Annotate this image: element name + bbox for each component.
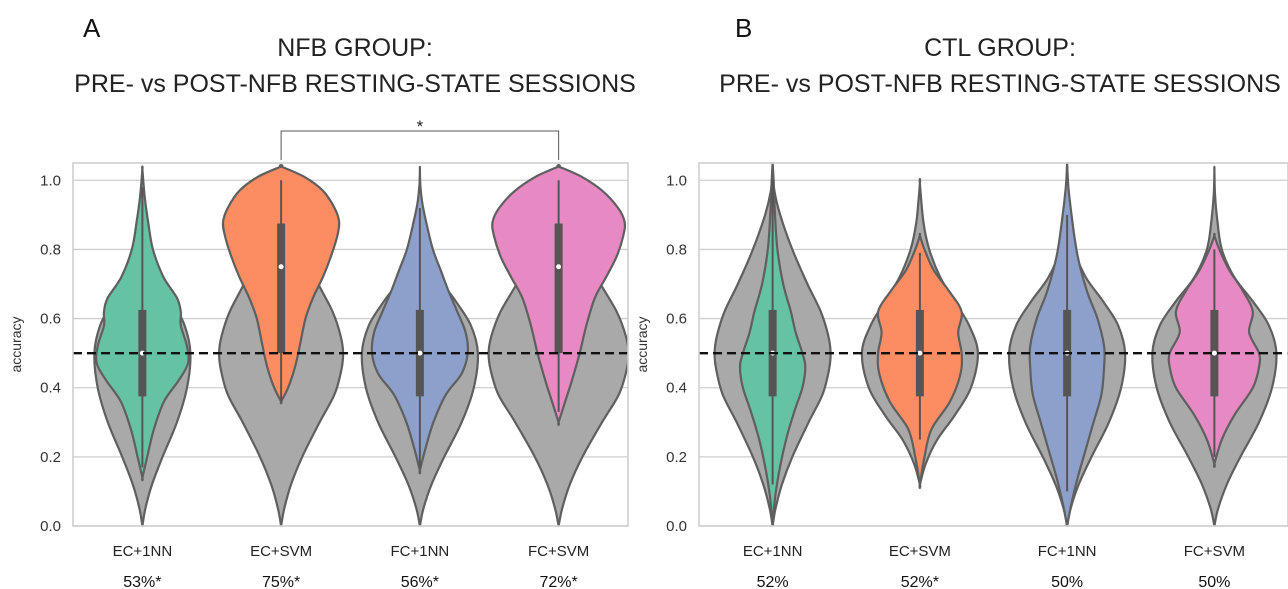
axes-frame — [698, 162, 1288, 527]
panel-b: B CTL GROUP: PRE- vs POST-NFB RESTING-STAT… — [634, 13, 1288, 589]
significance-marker: * — [417, 117, 424, 136]
accuracy-label: 75%* — [262, 574, 300, 589]
chart-title-line: CTL GROUP: — [924, 34, 1076, 62]
y-tick-label: 0.6 — [666, 311, 687, 328]
panel-a: A NFB GROUP: PRE- vs POST-NFB RESTING-STAT… — [8, 13, 636, 589]
significance-bracket — [280, 130, 560, 160]
x-tick-label: FC+SVM — [1184, 543, 1245, 560]
median-point — [139, 350, 145, 356]
x-tick-label: FC+1NN — [390, 543, 449, 560]
x-tick-label: FC+SVM — [528, 543, 589, 560]
y-tick-label: 0.2 — [666, 449, 687, 466]
y-tick-label: 1.0 — [40, 172, 61, 189]
iqr-box — [277, 223, 286, 354]
y-tick-label: 0.8 — [666, 241, 687, 258]
median-point — [278, 264, 284, 270]
y-tick-label: 0.6 — [40, 311, 61, 328]
violins — [93, 164, 628, 526]
x-tick-label: EC+1NN — [743, 543, 803, 560]
y-tick-label: 0.4 — [40, 380, 61, 397]
y-axis-label: accuracy — [634, 316, 650, 372]
y-tick-label: 0.8 — [40, 241, 61, 258]
accuracy-label: 53%* — [123, 574, 161, 589]
accuracy-label: 56%* — [401, 574, 439, 589]
y-axis-label: accuracy — [8, 316, 24, 372]
median-point — [917, 350, 923, 356]
y-tick-label: 0.4 — [666, 380, 687, 397]
accuracy-label: 72%* — [540, 574, 578, 589]
median-point — [1211, 350, 1217, 356]
x-tick-label: EC+1NN — [113, 543, 173, 560]
x-tick-label: EC+SVM — [250, 543, 312, 560]
y-tick-label: 0.0 — [40, 518, 61, 535]
y-tick-label: 1.0 — [666, 172, 687, 189]
accuracy-label: 50% — [1198, 574, 1230, 589]
y-tick-label: 0.2 — [40, 449, 61, 466]
median-point — [417, 350, 423, 356]
violins — [713, 163, 1278, 526]
accuracy-label: 52% — [757, 574, 789, 589]
accuracy-label: 52%* — [901, 574, 939, 589]
chart-title-line: NFB GROUP: — [277, 34, 433, 62]
x-tick-label: EC+SVM — [889, 543, 951, 560]
iqr-box — [554, 223, 563, 354]
x-tick-label: FC+1NN — [1038, 543, 1097, 560]
chart-title-line: PRE- vs POST-NFB RESTING-STATE SESSIONS — [719, 70, 1281, 98]
y-tick-label: 0.0 — [666, 518, 687, 535]
chart-title-line: PRE- vs POST-NFB RESTING-STATE SESSIONS — [74, 70, 636, 98]
axes-frame — [72, 162, 629, 527]
panel-letter: B — [735, 13, 752, 43]
panel-letter: A — [83, 13, 101, 43]
accuracy-label: 50% — [1051, 574, 1083, 589]
median-point — [556, 264, 562, 270]
